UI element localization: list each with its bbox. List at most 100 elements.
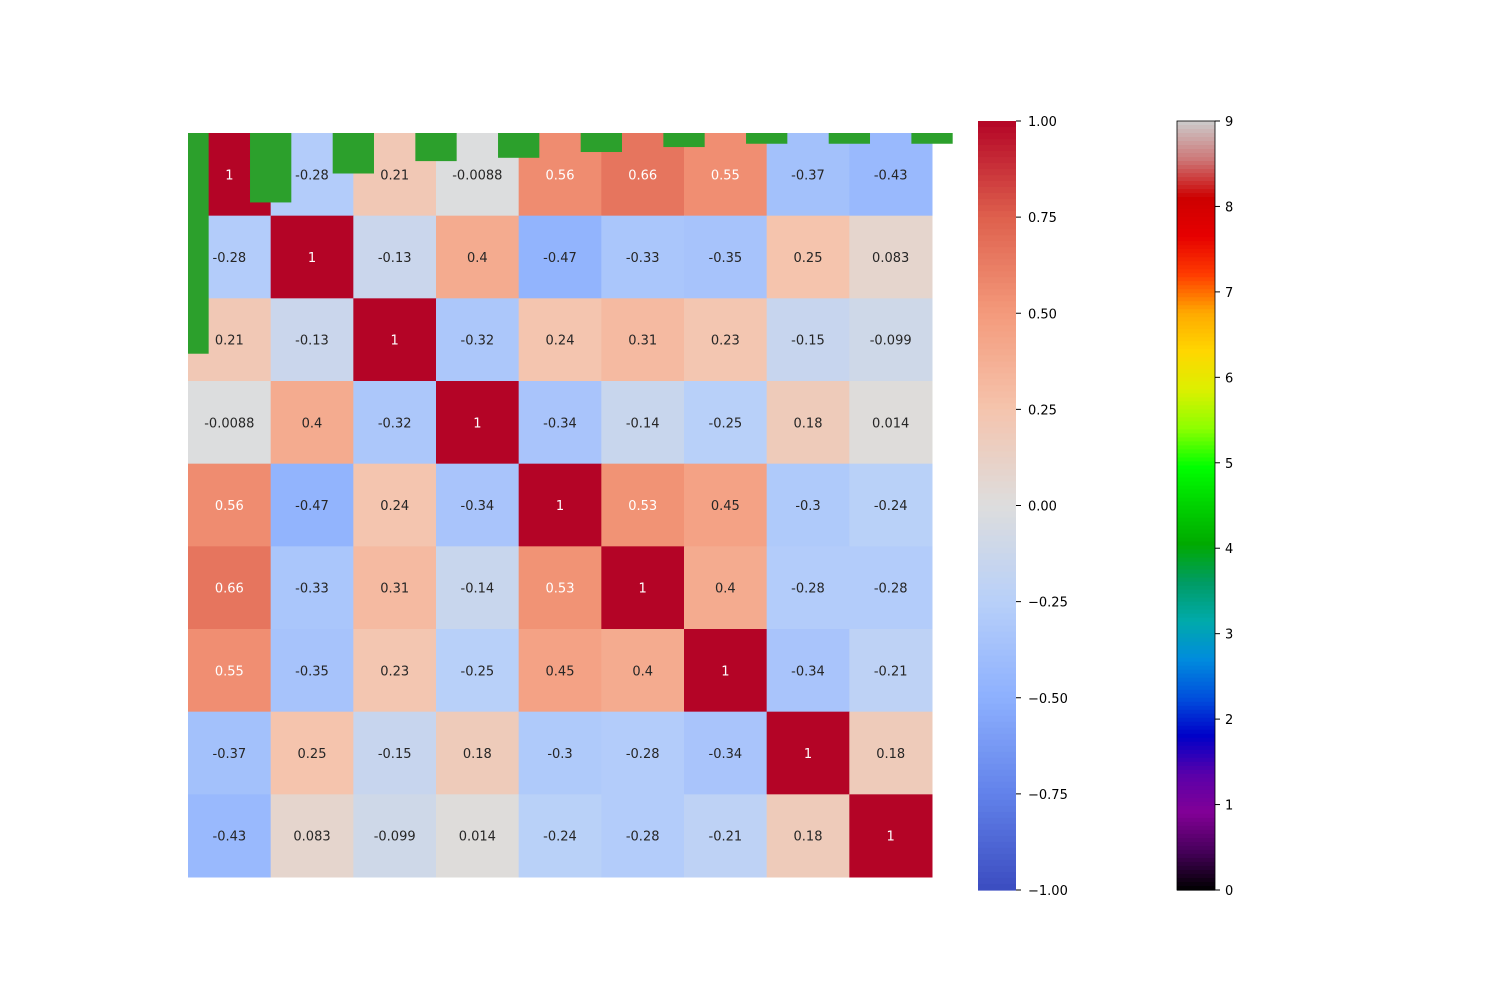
colorbar-tick-label: 6 xyxy=(1225,371,1233,386)
colorbar-segment xyxy=(1177,621,1215,627)
colorbar-segment xyxy=(1177,517,1215,523)
cell-label: 0.66 xyxy=(215,582,244,597)
colorbar-tick-label: 3 xyxy=(1225,628,1233,643)
colorbar-segment xyxy=(978,643,1016,651)
heatmap-cell xyxy=(684,463,768,547)
colorbar-segment xyxy=(1177,217,1215,222)
heatmap-cell xyxy=(766,629,850,713)
colorbar-segment xyxy=(1177,293,1215,298)
colorbar-segment xyxy=(978,607,1016,615)
colorbar-segment xyxy=(1177,173,1215,178)
colorbar-segment xyxy=(1177,513,1215,519)
cell-label: -0.28 xyxy=(295,168,329,183)
colorbar-segment xyxy=(978,541,1016,549)
colorbar-tick-label: 7 xyxy=(1225,286,1233,301)
colorbar-segment xyxy=(1177,553,1215,559)
cell-label: 0.56 xyxy=(215,499,244,514)
colorbar-segment xyxy=(1177,773,1215,779)
colorbar-segment xyxy=(1177,481,1215,487)
heatmap: 1 -0.28 0.21 -0.0088 0.56 0.66 0.55 -0.37 -0.43 -… xyxy=(188,133,933,878)
colorbar-segment xyxy=(1177,461,1215,467)
colorbar-segment xyxy=(1177,633,1215,639)
cell-label: 1 xyxy=(391,334,399,349)
colorbar-tick-label: −1.00 xyxy=(1028,884,1068,899)
colorbar-segment xyxy=(978,427,1016,435)
cell-label: 0.23 xyxy=(711,334,740,349)
overlay-bar xyxy=(911,133,953,144)
colorbar-segment xyxy=(1177,685,1215,691)
colorbar-segment xyxy=(1177,845,1215,851)
colorbar-segment xyxy=(1177,409,1215,414)
cell-label: -0.3 xyxy=(547,747,572,762)
heatmap-cell xyxy=(270,215,354,299)
colorbar-segment xyxy=(1177,657,1215,663)
colorbar-segment xyxy=(1177,501,1215,507)
heatmap-cell xyxy=(436,298,520,382)
heatmap-cell xyxy=(188,711,272,795)
colorbar-segment xyxy=(1177,777,1215,783)
correlation-colorbar: −1.00 −0.75 −0.50 −0.25 0.00 0.25 0.50 0.75 1.00 xyxy=(978,115,1068,899)
colorbar-segment xyxy=(1177,265,1215,270)
cell-label: -0.28 xyxy=(626,830,660,845)
cell-label: 0.55 xyxy=(711,168,740,183)
heatmap-cell xyxy=(188,546,272,630)
colorbar-segment xyxy=(1177,453,1215,459)
colorbar-segment xyxy=(1177,805,1215,811)
colorbar-segment xyxy=(978,709,1016,717)
colorbar-segment xyxy=(978,439,1016,447)
cell-label: 0.18 xyxy=(794,830,823,845)
heatmap-cell xyxy=(601,794,685,878)
colorbar-segment xyxy=(978,667,1016,675)
cell-label: 0.24 xyxy=(380,499,409,514)
colorbar-segment xyxy=(1177,209,1215,214)
cell-label: -0.15 xyxy=(791,334,825,349)
colorbar-segment xyxy=(978,577,1016,585)
colorbar-segment xyxy=(978,121,1016,128)
colorbar-segment xyxy=(1177,673,1215,679)
colorbar-segment xyxy=(1177,789,1215,795)
colorbar-segment xyxy=(1177,509,1215,515)
colorbar-segment xyxy=(978,415,1016,422)
colorbar-segment xyxy=(1177,369,1215,374)
heatmap-cell xyxy=(766,298,850,382)
cell-label: 1 xyxy=(721,664,729,679)
colorbar-segment xyxy=(978,397,1016,404)
colorbar-segment xyxy=(1177,249,1215,254)
colorbar-segment xyxy=(1177,529,1215,535)
cell-label: -0.24 xyxy=(543,830,577,845)
colorbar-segment xyxy=(1177,469,1215,475)
colorbar-segment xyxy=(1177,877,1215,883)
colorbar-segment xyxy=(1177,137,1215,142)
cell-label: -0.43 xyxy=(874,168,908,183)
colorbar-segment xyxy=(1177,465,1215,471)
heatmap-cell xyxy=(766,794,850,878)
cell-label: 0.18 xyxy=(463,747,492,762)
colorbar-segment xyxy=(978,679,1016,687)
colorbar-segment xyxy=(1177,149,1215,154)
colorbar-segment xyxy=(978,463,1016,471)
overlay-bar xyxy=(828,133,871,144)
colorbar-segment xyxy=(1177,781,1215,787)
colorbar-segment xyxy=(978,727,1016,735)
heatmap-cell xyxy=(270,298,354,382)
colorbar-segment xyxy=(1177,629,1215,635)
colorbar-segment xyxy=(978,841,1016,849)
colorbar-segment xyxy=(1177,521,1215,527)
colorbar-segment xyxy=(978,859,1016,867)
colorbar-segment xyxy=(1177,237,1215,242)
heatmap-cell xyxy=(270,381,354,465)
colorbar-segment xyxy=(978,259,1016,266)
colorbar-segment xyxy=(1177,425,1215,431)
heatmap-cell xyxy=(518,711,602,795)
cell-label: -0.37 xyxy=(213,747,247,762)
colorbar-segment xyxy=(1177,589,1215,595)
colorbar-segment xyxy=(1177,861,1215,867)
heatmap-cell xyxy=(601,215,685,299)
colorbar-segment xyxy=(978,199,1016,206)
colorbar-tick-label: 1 xyxy=(1225,799,1233,814)
colorbar-segment xyxy=(1177,365,1215,370)
colorbar-segment xyxy=(1177,125,1215,130)
colorbar-segment xyxy=(1177,305,1215,310)
heatmap-cell xyxy=(188,381,272,465)
cell-label: -0.28 xyxy=(874,582,908,597)
